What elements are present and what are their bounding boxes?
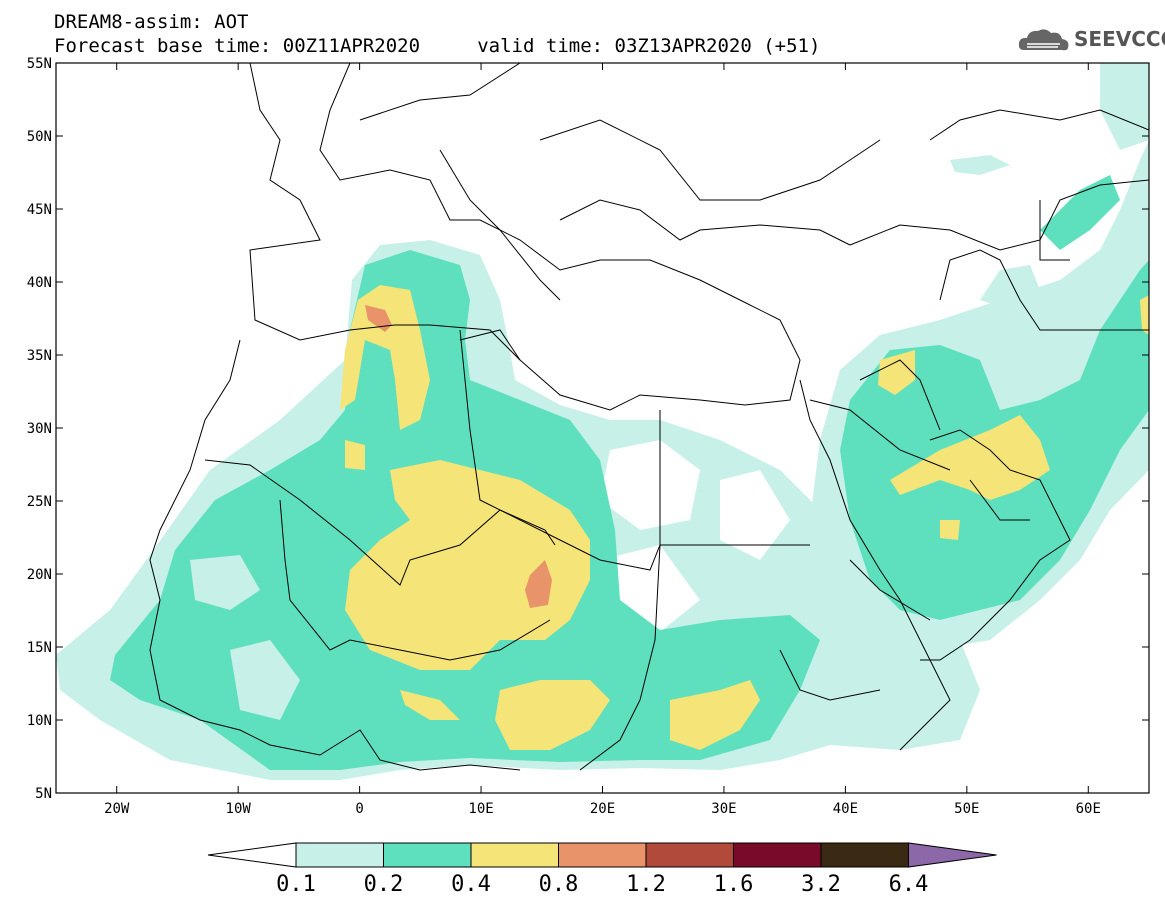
colorbar-min-triangle [207, 842, 297, 868]
colorbar-label: 3.2 [801, 872, 841, 897]
lat-tick-label: 20N [27, 567, 52, 583]
colorbar-label: 1.6 [714, 872, 754, 897]
lon-tick-label: 10E [468, 801, 493, 817]
colorbar-box [470, 842, 559, 868]
colorbar-label: 0.8 [539, 872, 579, 897]
colorbar-label: 0.2 [364, 872, 404, 897]
colorbar: 0.1 0.2 0.4 0.8 1.2 1.6 3.2 6.4 [207, 842, 997, 897]
colorbar-box [558, 842, 647, 868]
lon-tick-label: 10W [226, 801, 252, 817]
colorbar-box [820, 842, 909, 868]
colorbar-max-triangle [908, 842, 997, 868]
aot-level-0.8 [365, 305, 552, 608]
lon-tick-label: 0 [355, 801, 363, 817]
lon-tick-label: 30E [711, 801, 736, 817]
longitude-axis: 20W 10W 0 10E 20E 30E 40E 50E 60E [104, 63, 1101, 817]
logo-text: SEEVCCC [1074, 27, 1165, 51]
map-title: DREAM8-assim: AOT [54, 11, 249, 33]
colorbar-box [645, 842, 734, 868]
colorbar-box [733, 842, 822, 868]
lat-tick-label: 50N [27, 129, 52, 145]
lon-tick-label: 20W [104, 801, 130, 817]
lat-tick-label: 5N [35, 786, 52, 802]
colorbar-label: 0.4 [451, 872, 491, 897]
lat-tick-label: 30N [27, 421, 52, 437]
lat-tick-label: 25N [27, 494, 52, 510]
colorbar-box [295, 842, 384, 868]
lat-tick-label: 40N [27, 275, 52, 291]
lat-tick-label: 55N [27, 56, 52, 72]
lat-tick-label: 10N [27, 713, 52, 729]
coastlines [149, 63, 1149, 771]
lon-tick-label: 50E [954, 801, 979, 817]
lat-tick-label: 15N [27, 640, 52, 656]
colorbar-label: 0.1 [276, 872, 316, 897]
colorbar-label: 6.4 [889, 872, 929, 897]
lat-tick-label: 45N [27, 202, 52, 218]
seevccc-logo: SEEVCCC [1018, 24, 1165, 56]
forecast-time-label: Forecast base time: 00Z11APR2020 valid t… [54, 35, 821, 57]
lon-tick-label: 40E [833, 801, 858, 817]
cloud-icon [1018, 29, 1069, 51]
colorbar-box [383, 842, 472, 868]
lon-tick-label: 20E [590, 801, 615, 817]
lon-tick-label: 60E [1076, 801, 1101, 817]
lat-tick-label: 35N [27, 348, 52, 364]
latitude-axis: 55N 50N 45N 40N 35N 30N 25N 20N 15N 10N 5N [27, 56, 1149, 802]
aot-level-0.4 [340, 285, 1149, 750]
colorbar-label: 1.2 [626, 872, 666, 897]
